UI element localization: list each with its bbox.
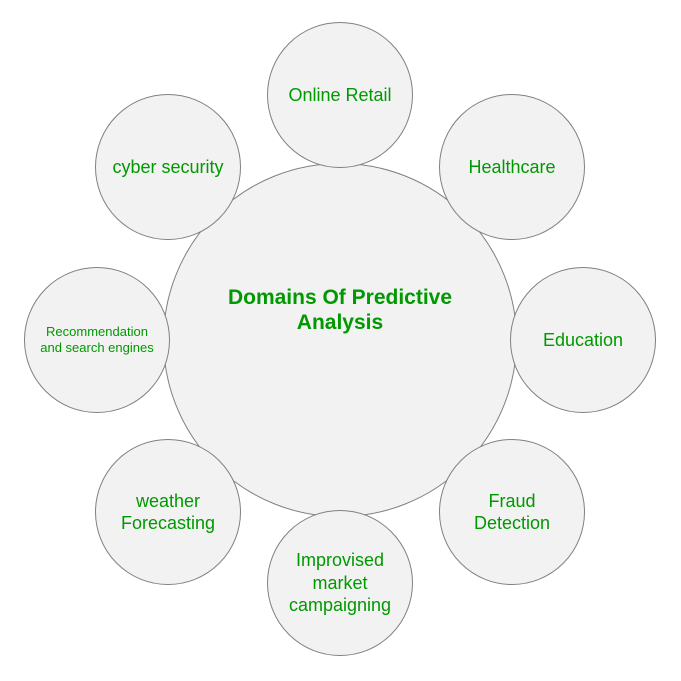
node-online-retail: Online Retail <box>267 22 413 168</box>
node-improvised-market: Improvised market campaigning <box>267 510 413 656</box>
node-education: Education <box>510 267 656 413</box>
node-recommendation: Recommendation and search engines <box>24 267 170 413</box>
node-fraud-detection: Fraud Detection <box>439 439 585 585</box>
center-label: Domains Of Predictive Analysis <box>228 285 452 335</box>
node-healthcare: Healthcare <box>439 94 585 240</box>
node-weather-forecasting: weather Forecasting <box>95 439 241 585</box>
node-cyber-security: cyber security <box>95 94 241 240</box>
